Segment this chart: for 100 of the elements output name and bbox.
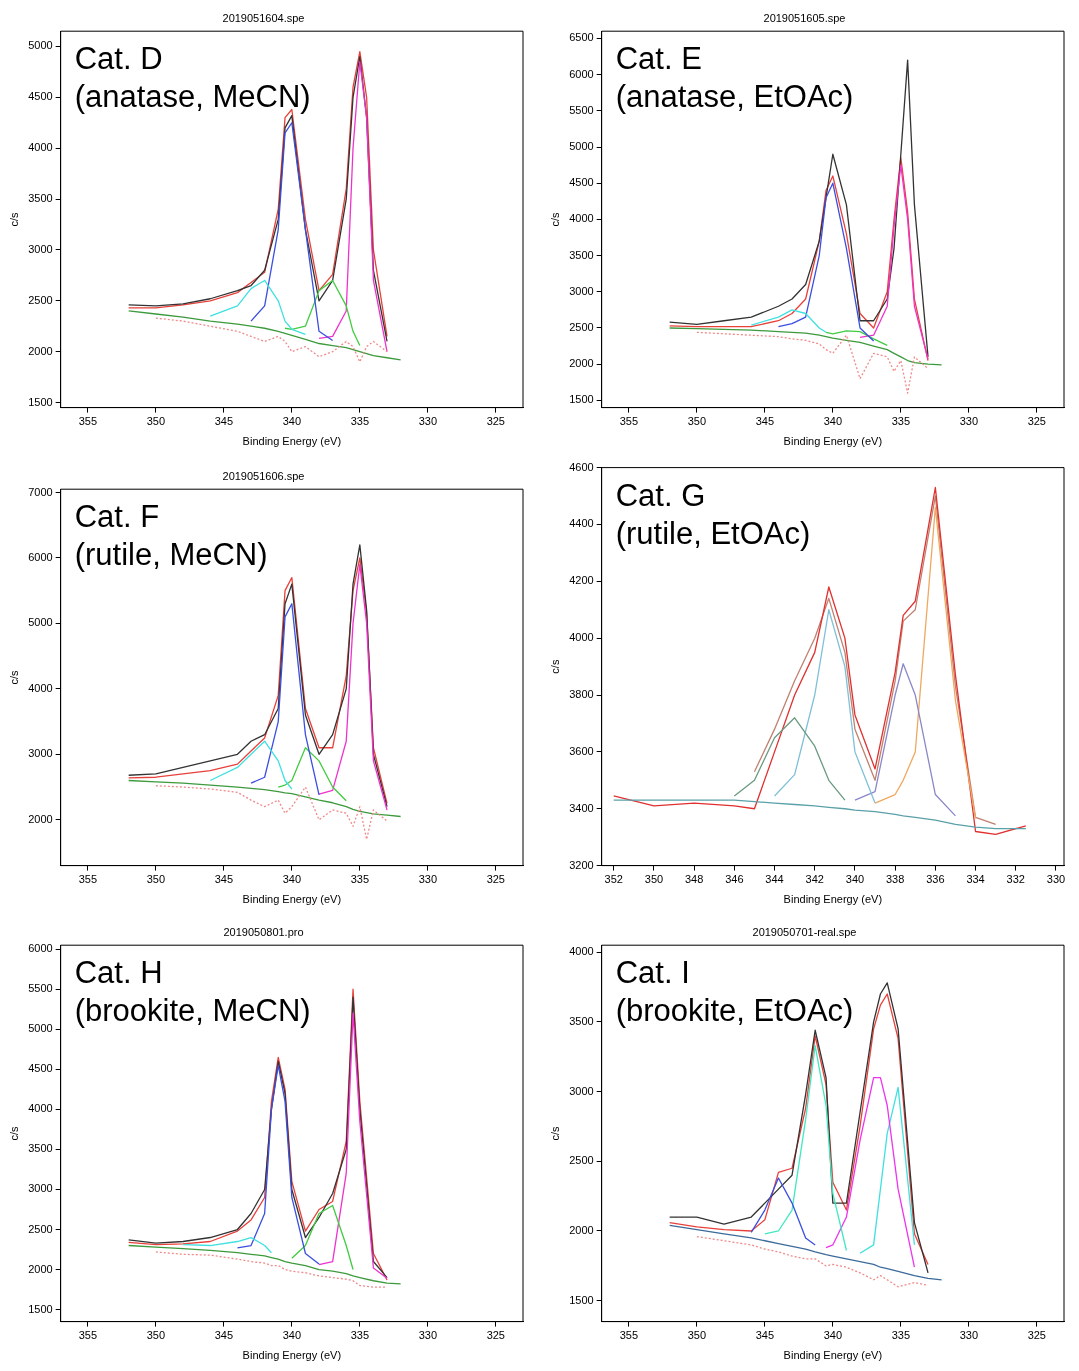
x-tick-label: 345 (755, 1329, 775, 1342)
y-axis-title: c/s (7, 669, 20, 685)
chart-title: 2019051604.spe (222, 11, 305, 24)
y-tick-label: 5000 (569, 140, 594, 153)
x-tick-label: 325 (1027, 1329, 1046, 1342)
x-tick-label: 335 (891, 1329, 910, 1342)
chart-title: 2019050801.pro (223, 925, 304, 938)
x-tick-label: 350 (146, 1329, 166, 1342)
y-tick-label: 4400 (569, 517, 594, 530)
x-tick-label: 345 (214, 873, 234, 886)
x-tick-label: 334 (966, 873, 985, 886)
y-tick-label: 6000 (569, 67, 594, 80)
x-tick-label: 338 (885, 873, 905, 886)
chart-title: 2019051605.spe (763, 11, 846, 24)
y-tick-label: 2500 (569, 321, 594, 334)
y-tick-label: 2000 (569, 357, 594, 370)
y-tick-label: 6500 (569, 31, 594, 44)
x-tick-label: 340 (282, 1329, 302, 1342)
y-tick-label: 3800 (569, 688, 594, 701)
annotation: Cat. E (anatase, EtOAc) (615, 41, 854, 115)
y-axis-title: c/s (7, 211, 20, 227)
y-tick-label: 4600 (569, 460, 594, 473)
y-tick-label: 4000 (28, 1102, 53, 1115)
y-tick-label: 6000 (28, 942, 53, 955)
line-series (696, 331, 929, 394)
y-tick-label: 2000 (28, 812, 53, 825)
x-tick-label: 346 (725, 873, 744, 886)
y-tick-label: 5000 (28, 39, 53, 52)
line-series (155, 785, 388, 841)
y-tick-label: 4000 (569, 212, 594, 225)
x-tick-label: 330 (959, 1329, 978, 1342)
y-tick-label: 1500 (569, 393, 594, 406)
x-tick-label: 335 (350, 873, 369, 886)
y-tick-label: 3000 (569, 284, 594, 297)
y-tick-label: 3600 (569, 744, 594, 757)
y-tick-label: 4500 (28, 1062, 53, 1075)
x-tick-label: 345 (214, 415, 234, 428)
line-series (696, 1235, 929, 1288)
y-tick-label: 3000 (28, 1182, 53, 1195)
x-tick-label: 350 (644, 873, 664, 886)
y-tick-label: 7000 (28, 485, 53, 498)
x-tick-label: 335 (891, 415, 910, 428)
x-tick-label: 330 (418, 873, 437, 886)
x-axis-title: Binding Energy (eV) (783, 1349, 883, 1362)
y-tick-label: 2000 (28, 1262, 53, 1275)
y-tick-label: 5000 (28, 616, 53, 629)
y-axis-title: c/s (548, 211, 561, 227)
y-tick-label: 1500 (28, 1302, 53, 1315)
x-tick-label: 340 (282, 415, 302, 428)
x-tick-label: 344 (765, 873, 784, 886)
x-tick-label: 336 (926, 873, 945, 886)
y-tick-label: 3500 (28, 1142, 53, 1155)
y-tick-label: 4000 (28, 681, 53, 694)
annotation: Cat. H (brookite, MeCN) (74, 955, 311, 1029)
x-tick-label: 325 (486, 1329, 505, 1342)
y-tick-label: 4200 (569, 574, 594, 587)
y-tick-label: 1500 (569, 1293, 594, 1306)
y-axis-title: c/s (548, 1125, 561, 1141)
annotation: Cat. F (rutile, MeCN) (74, 499, 268, 573)
y-tick-label: 3400 (569, 801, 594, 814)
x-tick-label: 355 (78, 873, 98, 886)
x-tick-label: 340 (823, 1329, 843, 1342)
y-tick-label: 2500 (28, 293, 53, 306)
y-tick-label: 4500 (28, 90, 53, 103)
annotation: Cat. G (rutile, EtOAc) (615, 477, 811, 551)
x-tick-label: 335 (350, 1329, 369, 1342)
y-tick-label: 4000 (569, 945, 594, 958)
x-axis-title: Binding Energy (eV) (783, 435, 883, 448)
x-tick-label: 325 (486, 873, 505, 886)
x-tick-label: 350 (687, 415, 707, 428)
x-tick-label: 355 (619, 415, 639, 428)
y-tick-label: 4500 (569, 176, 594, 189)
x-tick-label: 340 (823, 415, 843, 428)
y-tick-label: 3500 (28, 192, 53, 205)
y-tick-label: 3500 (569, 248, 594, 261)
y-tick-label: 3000 (28, 242, 53, 255)
y-axis-title: c/s (548, 659, 561, 674)
x-axis-title: Binding Energy (eV) (783, 893, 883, 906)
y-axis-title: c/s (7, 1125, 20, 1141)
x-tick-label: 330 (959, 415, 978, 428)
x-tick-label: 330 (1046, 873, 1066, 886)
y-tick-label: 2000 (28, 344, 53, 357)
y-tick-label: 3000 (569, 1084, 594, 1097)
y-tick-label: 2500 (569, 1154, 594, 1167)
y-tick-label: 3500 (569, 1014, 594, 1027)
x-tick-label: 335 (350, 415, 369, 428)
y-tick-label: 1500 (28, 395, 53, 408)
x-tick-label: 355 (78, 415, 98, 428)
annotation: Cat. D (anatase, MeCN) (74, 41, 311, 115)
x-axis-title: Binding Energy (eV) (242, 1349, 342, 1362)
annotation: Cat. I (brookite, EtOAc) (615, 955, 854, 1029)
x-tick-label: 325 (1027, 415, 1046, 428)
y-tick-label: 5500 (569, 103, 594, 116)
x-tick-label: 340 (282, 873, 302, 886)
x-tick-label: 330 (418, 1329, 437, 1342)
chart-title: 2019050701-real.spe (752, 925, 857, 938)
y-tick-label: 2000 (569, 1224, 594, 1237)
y-tick-label: 5000 (28, 1022, 53, 1035)
y-tick-label: 3200 (569, 858, 594, 871)
x-axis-title: Binding Energy (eV) (242, 893, 342, 906)
